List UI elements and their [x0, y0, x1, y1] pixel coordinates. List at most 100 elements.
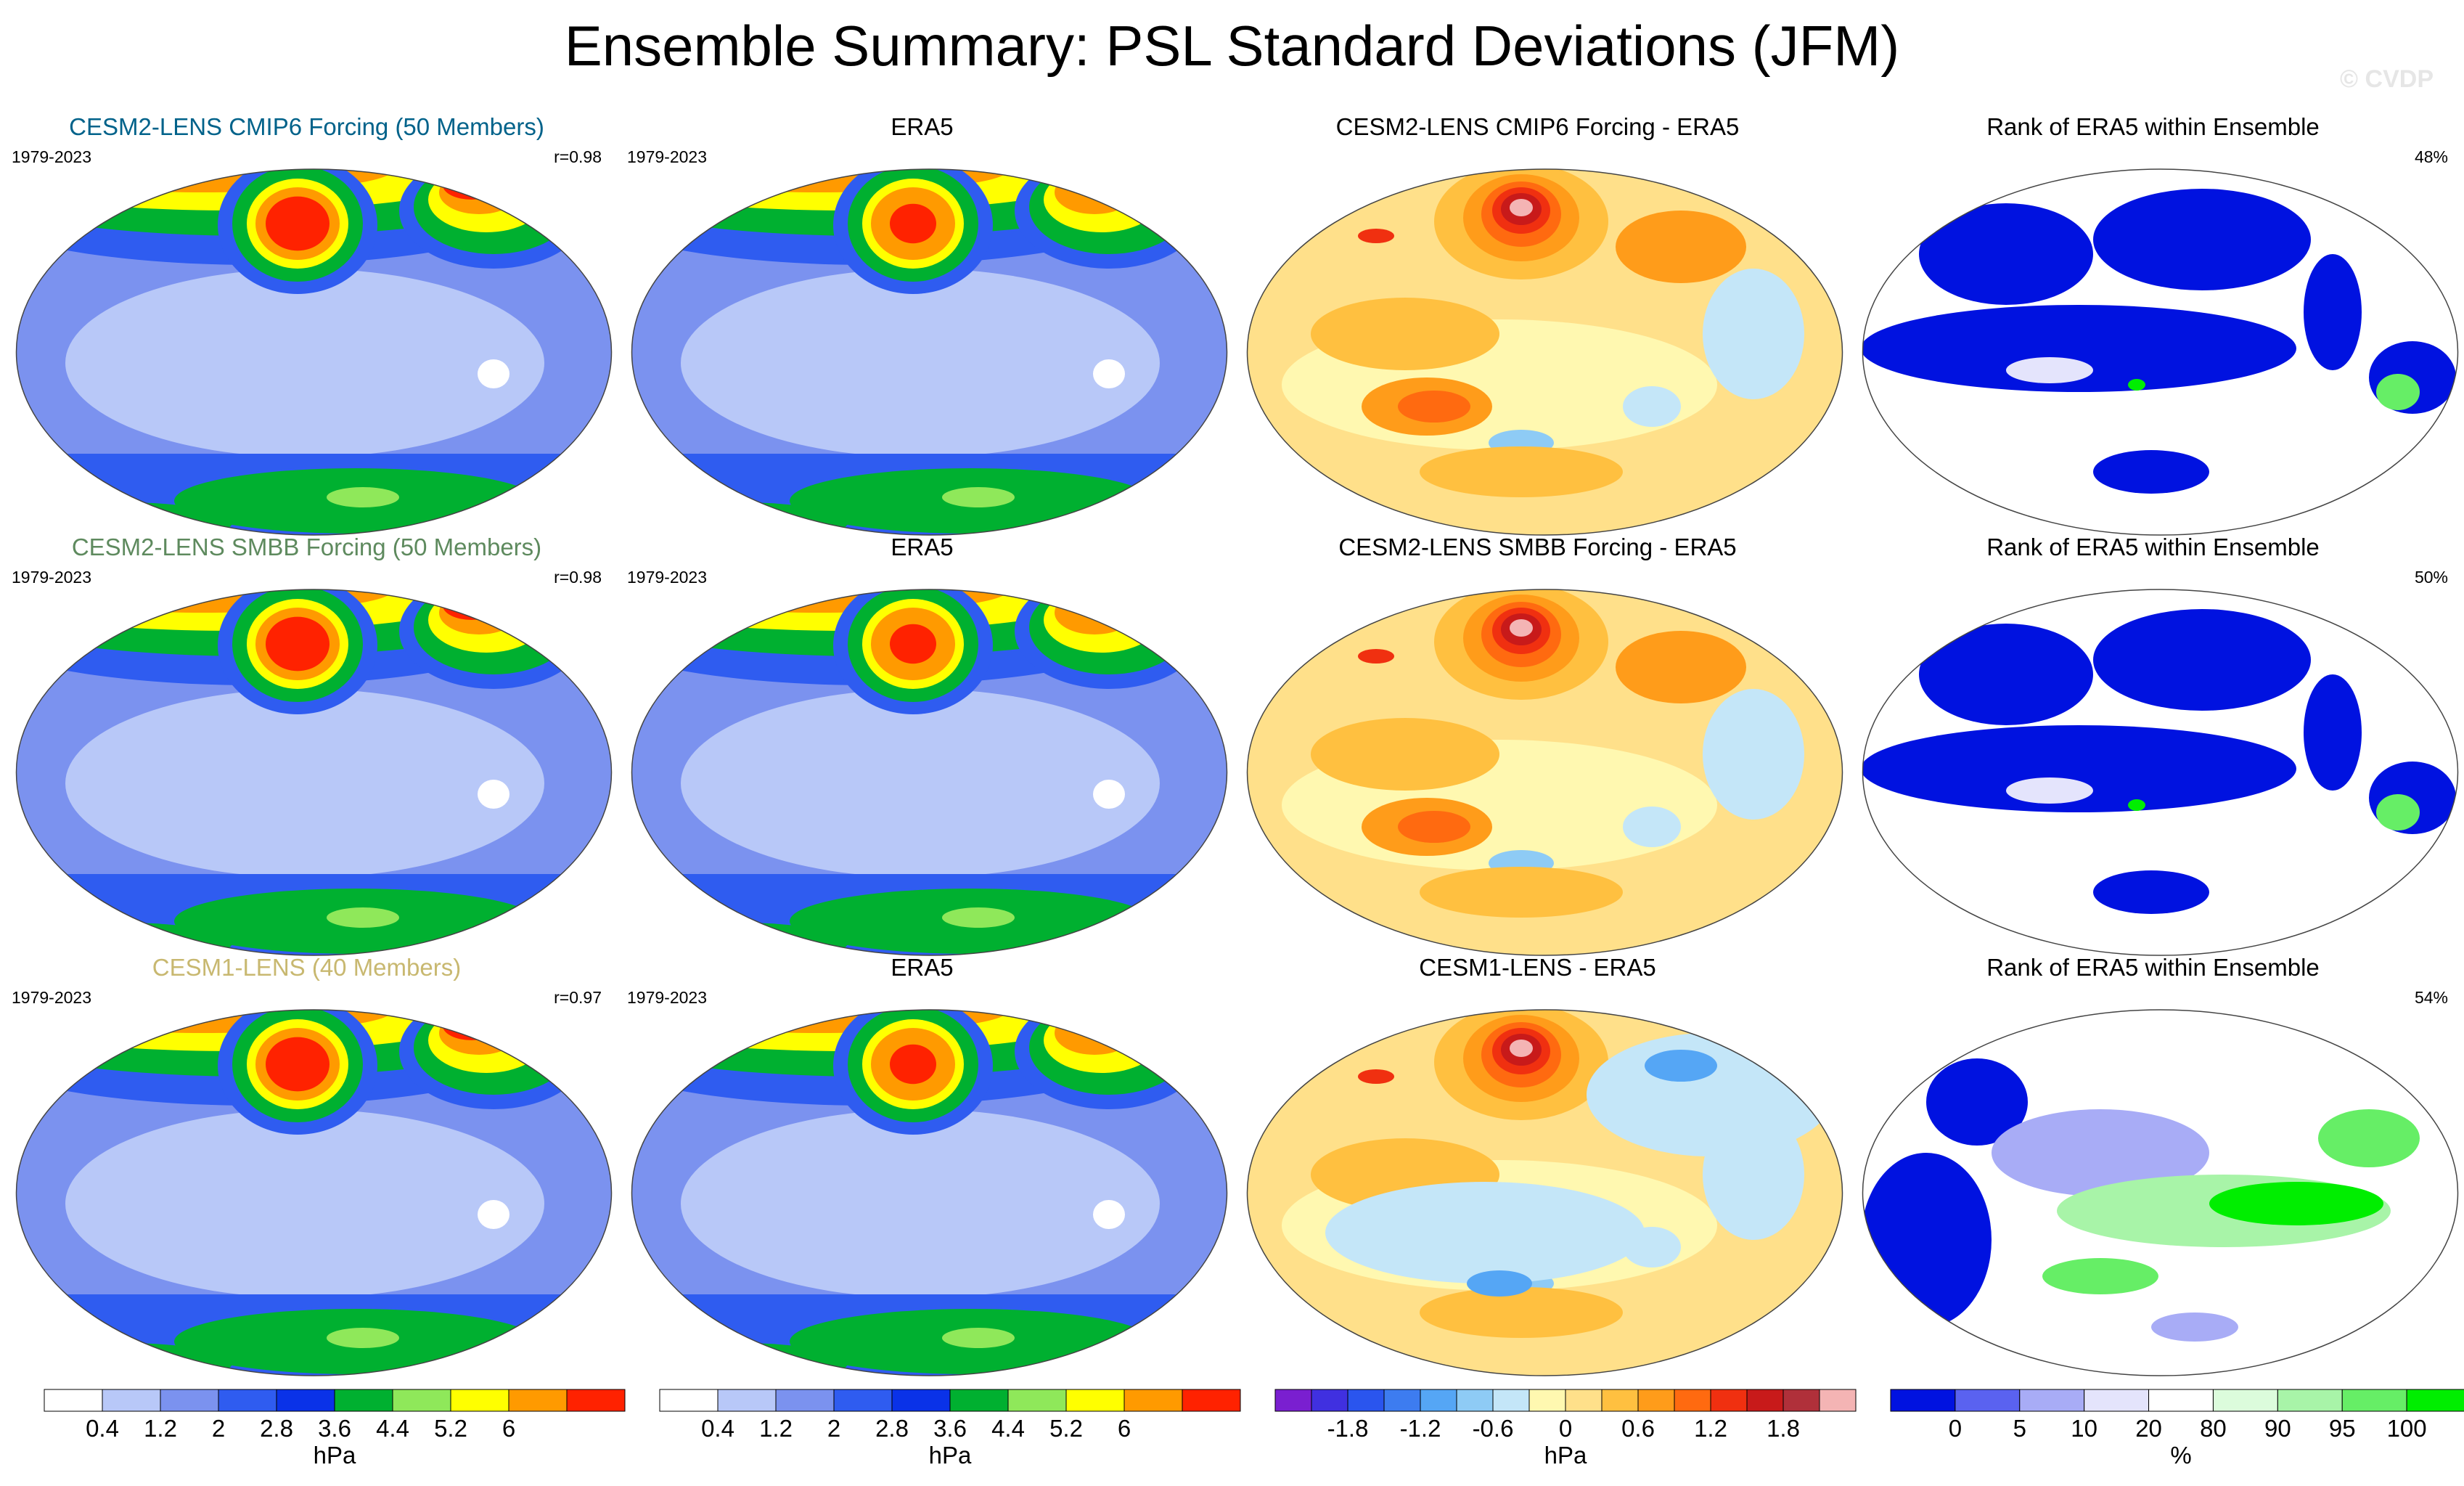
colorbar-tick-label: 5.2	[434, 1415, 467, 1442]
rank-high-spot	[2128, 799, 2145, 811]
rank-high-core	[2209, 1182, 2383, 1225]
panel-title: CESM2-LENS CMIP6 Forcing (50 Members)	[69, 113, 544, 140]
map-sd-cesm2-cmip6	[15, 168, 613, 536]
panel-title: Rank of ERA5 within Ensemble	[1986, 954, 2320, 981]
rank-high-spot	[2128, 379, 2145, 391]
diff-atlantic	[1616, 631, 1746, 703]
colorbar-sd-graphic: 0.4 1.2 2 2.8 3.6 4.4 5.2 6 hPa	[659, 1389, 1241, 1469]
rank-low-north	[2093, 609, 2311, 711]
rank-low-east	[2304, 254, 2362, 370]
colorbar-box	[276, 1389, 335, 1412]
panel-title: CESM2-LENS SMBB Forcing (50 Members)	[71, 534, 542, 560]
colorbar-box	[450, 1389, 509, 1412]
rank-mid-south	[2151, 1313, 2238, 1342]
map-rank-cmip6	[1862, 168, 2459, 536]
colorbar-tick-label: 6	[502, 1415, 515, 1442]
figure-title: Ensemble Summary: PSL Standard Deviation…	[564, 14, 1900, 78]
rank-high-patch	[2376, 374, 2420, 410]
diff-cool-south	[1467, 1270, 1532, 1297]
atlantic-max-orange	[1055, 1011, 1134, 1055]
colorbar-box	[1890, 1389, 1956, 1412]
tropical-min-white	[1093, 780, 1125, 809]
diff-asia-spot	[1358, 649, 1394, 664]
diff-light-blue-2	[1623, 807, 1681, 847]
colorbar-tick-label: 1.2	[1694, 1415, 1727, 1442]
panel-period: 1979-2023	[627, 147, 707, 166]
panel-title: CESM2-LENS SMBB Forcing - ERA5	[1338, 534, 1737, 560]
colorbar-box	[775, 1389, 835, 1412]
diff-warm-south	[1420, 867, 1623, 918]
colorbar-tick-label: 1.2	[759, 1415, 793, 1442]
panel-title: ERA5	[891, 954, 954, 981]
colorbar-tick-label: 4.4	[991, 1415, 1025, 1442]
field-low-band	[681, 689, 1160, 878]
field-low-band	[65, 269, 544, 457]
colorbar-box	[508, 1389, 568, 1412]
cvdp-credit: © CVDP	[2340, 65, 2434, 93]
colorbar-box	[1123, 1389, 1183, 1412]
panel-title: CESM1-LENS - ERA5	[1419, 954, 1656, 981]
colorbar-tick-label: 3.6	[318, 1415, 351, 1442]
colorbar-rank: 0 5 10 20 80 90 95 100%	[1886, 1384, 2464, 1482]
colorbar-box	[659, 1389, 719, 1412]
colorbar-tick-label: 2.8	[260, 1415, 293, 1442]
map-diff-smbb	[1246, 589, 1843, 956]
panel-diff-smbb: CESM2-LENS SMBB Forcing - ERA5	[1231, 533, 1844, 961]
diff-light-blue-1	[1703, 689, 1804, 820]
southern-band-lime	[327, 907, 399, 928]
panel-rank-percent: 48%	[2414, 147, 2448, 166]
colorbar-box	[334, 1389, 393, 1412]
colorbar-box	[1347, 1389, 1385, 1412]
colorbar-box	[949, 1389, 1009, 1412]
colorbar-box	[1955, 1389, 2021, 1412]
tropical-min-white	[1093, 359, 1125, 388]
colorbar-box	[2277, 1389, 2343, 1412]
colorbar-tick-label: 4.4	[376, 1415, 409, 1442]
colorbar-diff: -1.8 -1.2 -0.6 0 0.6 1.2 1.8 hPa	[1271, 1384, 1888, 1482]
colorbar-tick-label: 2.8	[875, 1415, 909, 1442]
colorbar-box	[218, 1389, 277, 1412]
panel-correlation: r=0.98	[554, 147, 602, 166]
colorbar-unit: hPa	[929, 1442, 972, 1469]
colorbar-box	[1065, 1389, 1125, 1412]
colorbar-box	[102, 1389, 161, 1412]
colorbar-sd-model: 0.4 1.2 2 2.8 3.6 4.4 5.2 6 hPa	[40, 1384, 657, 1482]
colorbar-box	[2212, 1389, 2278, 1412]
colorbar-sd-graphic: 0.4 1.2 2 2.8 3.6 4.4 5.2 6 hPa	[44, 1389, 626, 1469]
southern-band-lime	[942, 907, 1015, 928]
diff-light-blue-1	[1703, 269, 1804, 399]
panel-title: Rank of ERA5 within Ensemble	[1986, 113, 2320, 140]
map-sd-era5	[631, 168, 1228, 536]
map-rank-smbb	[1862, 589, 2459, 956]
rank-mid-patch	[2006, 357, 2093, 383]
colorbar-box	[1674, 1389, 1711, 1412]
pacific-max-red	[890, 1044, 936, 1085]
field-low-band	[65, 689, 544, 878]
pacific-max-red	[890, 624, 936, 664]
panel-era5-sd-1: ERA5 1979-2023	[615, 113, 1229, 541]
panel-period: 1979-2023	[12, 988, 91, 1007]
panel-cesm2-cmip6-sd: CESM2-LENS CMIP6 Forcing (50 Members) 19…	[0, 113, 613, 541]
colorbar-tick-label: -1.8	[1327, 1415, 1369, 1442]
colorbar-unit: hPa	[314, 1442, 356, 1469]
atlantic-max-red	[443, 591, 501, 620]
field-low-band	[65, 1109, 544, 1298]
map-sd-era5	[631, 1009, 1228, 1376]
colorbar-box	[160, 1389, 219, 1412]
colorbar-tick-label: 1.8	[1767, 1415, 1800, 1442]
tropical-min-white	[478, 359, 509, 388]
atlantic-max-red	[443, 171, 501, 200]
colorbar-rank-graphic: 0 5 10 20 80 90 95 100%	[1890, 1389, 2464, 1469]
panel-rank-cesm1: Rank of ERA5 within Ensemble 54%	[1846, 953, 2460, 1381]
colorbar-tick-label: 5	[2013, 1415, 2026, 1442]
southern-band-lime	[942, 1328, 1015, 1348]
map-sd-cesm2-smbb	[15, 589, 613, 956]
panel-title: ERA5	[891, 113, 954, 140]
southern-band-lime	[942, 487, 1015, 507]
rank-low-south	[2093, 870, 2209, 914]
colorbar-box	[891, 1389, 951, 1412]
colorbar-tick-label: -1.2	[1400, 1415, 1441, 1442]
colorbar-tick-label: 6	[1118, 1415, 1131, 1442]
colorbar-box	[44, 1389, 103, 1412]
colorbar-box	[2148, 1389, 2214, 1412]
